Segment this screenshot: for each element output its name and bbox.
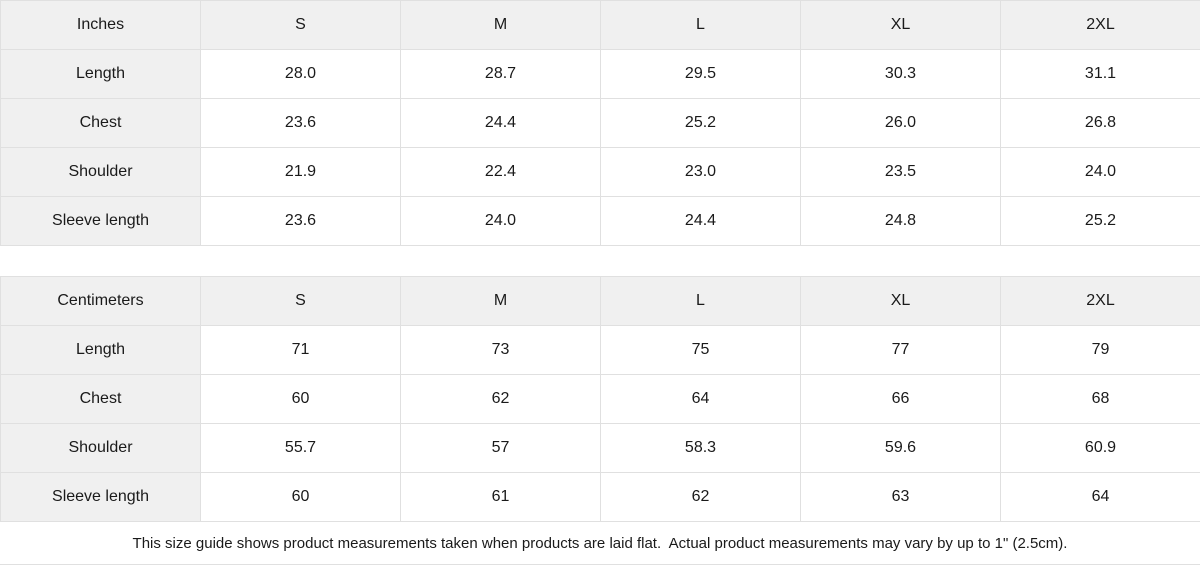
size-header-s: S (200, 0, 401, 50)
row-label: Shoulder (0, 423, 201, 473)
measurement-value: 31.1 (1000, 49, 1200, 99)
row-label: Length (0, 49, 201, 99)
measurement-value: 23.6 (200, 98, 401, 148)
measurement-value: 59.6 (800, 423, 1001, 473)
size-header-m: M (400, 276, 601, 326)
measurement-value: 23.5 (800, 147, 1001, 197)
measurement-value: 62 (400, 374, 601, 424)
size-header-l: L (600, 0, 801, 50)
size-header-m: M (400, 0, 601, 50)
row-label: Sleeve length (0, 196, 201, 246)
measurement-value: 22.4 (400, 147, 601, 197)
size-header-s: S (200, 276, 401, 326)
size-header-xl: XL (800, 0, 1001, 50)
measurement-value: 24.0 (400, 196, 601, 246)
size-guide: Inches S M L XL 2XL Length 28.0 28.7 29.… (0, 0, 1200, 565)
measurement-value: 23.6 (200, 196, 401, 246)
measurement-value: 26.8 (1000, 98, 1200, 148)
measurement-value: 73 (400, 325, 601, 375)
size-table-centimeters: Centimeters S M L XL 2XL Length 71 73 75… (0, 276, 1200, 522)
measurement-value: 21.9 (200, 147, 401, 197)
measurement-value: 64 (600, 374, 801, 424)
measurement-value: 25.2 (600, 98, 801, 148)
row-label: Shoulder (0, 147, 201, 197)
measurement-value: 24.0 (1000, 147, 1200, 197)
table-header-row: Inches S M L XL 2XL (0, 0, 1200, 50)
measurement-value: 75 (600, 325, 801, 375)
measurement-value: 28.7 (400, 49, 601, 99)
measurement-value: 25.2 (1000, 196, 1200, 246)
measurement-value: 24.8 (800, 196, 1001, 246)
measurement-value: 63 (800, 472, 1001, 522)
size-header-xl: XL (800, 276, 1001, 326)
measurement-value: 24.4 (600, 196, 801, 246)
unit-header-centimeters: Centimeters (0, 276, 201, 326)
measurement-value: 55.7 (200, 423, 401, 473)
table-spacer (0, 246, 1200, 276)
row-label: Chest (0, 374, 201, 424)
row-label: Sleeve length (0, 472, 201, 522)
measurement-value: 60.9 (1000, 423, 1200, 473)
unit-header-inches: Inches (0, 0, 201, 50)
measurement-value: 60 (200, 472, 401, 522)
table-row-shoulder: Shoulder 55.7 57 58.3 59.6 60.9 (0, 423, 1200, 473)
table-row-sleeve-length: Sleeve length 23.6 24.0 24.4 24.8 25.2 (0, 196, 1200, 246)
table-row-shoulder: Shoulder 21.9 22.4 23.0 23.5 24.0 (0, 147, 1200, 197)
table-row-sleeve-length: Sleeve length 60 61 62 63 64 (0, 472, 1200, 522)
size-header-2xl: 2XL (1000, 0, 1200, 50)
table-row-length: Length 71 73 75 77 79 (0, 325, 1200, 375)
measurement-value: 66 (800, 374, 1001, 424)
measurement-value: 28.0 (200, 49, 401, 99)
measurement-value: 64 (1000, 472, 1200, 522)
table-row-chest: Chest 23.6 24.4 25.2 26.0 26.8 (0, 98, 1200, 148)
footer-note: This size guide shows product measuremen… (132, 534, 1068, 552)
measurement-value: 23.0 (600, 147, 801, 197)
measurement-value: 24.4 (400, 98, 601, 148)
size-table-inches: Inches S M L XL 2XL Length 28.0 28.7 29.… (0, 0, 1200, 246)
measurement-value: 57 (400, 423, 601, 473)
measurement-value: 26.0 (800, 98, 1001, 148)
table-header-row: Centimeters S M L XL 2XL (0, 276, 1200, 326)
measurement-value: 68 (1000, 374, 1200, 424)
measurement-value: 71 (200, 325, 401, 375)
measurement-value: 79 (1000, 325, 1200, 375)
size-header-l: L (600, 276, 801, 326)
measurement-value: 58.3 (600, 423, 801, 473)
measurement-value: 77 (800, 325, 1001, 375)
row-label: Length (0, 325, 201, 375)
measurement-value: 61 (400, 472, 601, 522)
table-row-length: Length 28.0 28.7 29.5 30.3 31.1 (0, 49, 1200, 99)
row-label: Chest (0, 98, 201, 148)
size-header-2xl: 2XL (1000, 276, 1200, 326)
measurement-value: 62 (600, 472, 801, 522)
footer-note-row: This size guide shows product measuremen… (0, 522, 1200, 565)
table-row-chest: Chest 60 62 64 66 68 (0, 374, 1200, 424)
measurement-value: 60 (200, 374, 401, 424)
measurement-value: 30.3 (800, 49, 1001, 99)
measurement-value: 29.5 (600, 49, 801, 99)
